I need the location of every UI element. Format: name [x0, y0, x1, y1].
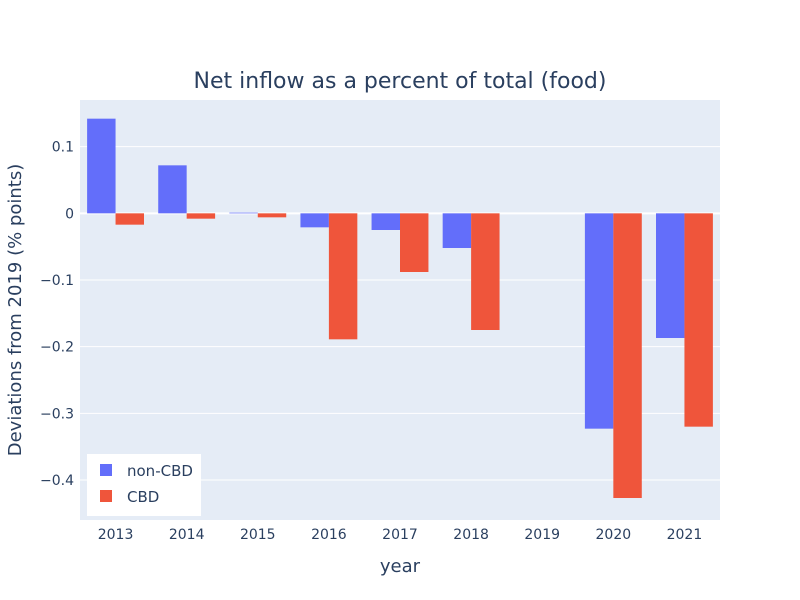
legend-label-non-cbd: non-CBD — [127, 462, 193, 480]
bar-non-cbd-2013 — [87, 118, 116, 214]
bar-cbd-2014 — [186, 213, 216, 219]
legend: non-CBD CBD — [87, 454, 201, 516]
x-tick-label: 2013 — [98, 527, 134, 543]
chart-title: Net inflow as a percent of total (food) — [194, 69, 607, 94]
bars — [87, 118, 713, 499]
y-tick-label: −0.1 — [40, 273, 74, 289]
y-tick-label: 0.1 — [52, 140, 74, 156]
bar-non-cbd-2016 — [300, 213, 329, 228]
x-tick-label: 2021 — [667, 527, 703, 543]
bar-cbd-2015 — [257, 213, 287, 218]
x-tick-label: 2014 — [169, 527, 205, 543]
x-tick-label: 2020 — [596, 527, 632, 543]
legend-label-cbd: CBD — [127, 488, 159, 506]
legend-swatch-cbd — [100, 490, 112, 502]
x-tick-labels: 2013 2014 2015 2016 2017 2018 2019 2020 2021 — [98, 527, 703, 543]
bar-non-cbd-2018 — [442, 213, 472, 248]
y-tick-label: 0 — [65, 206, 74, 222]
bar-non-cbd-2015 — [229, 212, 258, 214]
x-tick-label: 2019 — [524, 527, 560, 543]
bar-non-cbd-2017 — [371, 213, 400, 230]
x-tick-label: 2017 — [382, 527, 418, 543]
legend-swatch-non-cbd — [100, 464, 112, 476]
y-tick-label: −0.3 — [40, 406, 74, 422]
bar-cbd-2020 — [613, 213, 642, 499]
y-axis-title: Deviations from 2019 (% points) — [5, 164, 26, 457]
bar-non-cbd-2014 — [158, 165, 187, 214]
bar-non-cbd-2021 — [656, 213, 685, 338]
x-tick-label: 2015 — [240, 527, 276, 543]
bar-cbd-2013 — [115, 213, 144, 225]
y-tick-label: −0.2 — [40, 340, 74, 356]
y-tick-label: −0.4 — [40, 473, 74, 489]
x-axis-title: year — [380, 556, 421, 577]
bar-non-cbd-2020 — [584, 213, 614, 429]
y-tick-labels: 0.1 0 −0.1 −0.2 −0.3 −0.4 — [40, 140, 74, 489]
x-tick-label: 2016 — [311, 527, 347, 543]
bar-cbd-2017 — [400, 213, 429, 272]
bar-cbd-2018 — [471, 213, 500, 330]
x-tick-label: 2018 — [453, 527, 489, 543]
bar-cbd-2016 — [328, 213, 358, 340]
bar-cbd-2021 — [684, 213, 713, 427]
